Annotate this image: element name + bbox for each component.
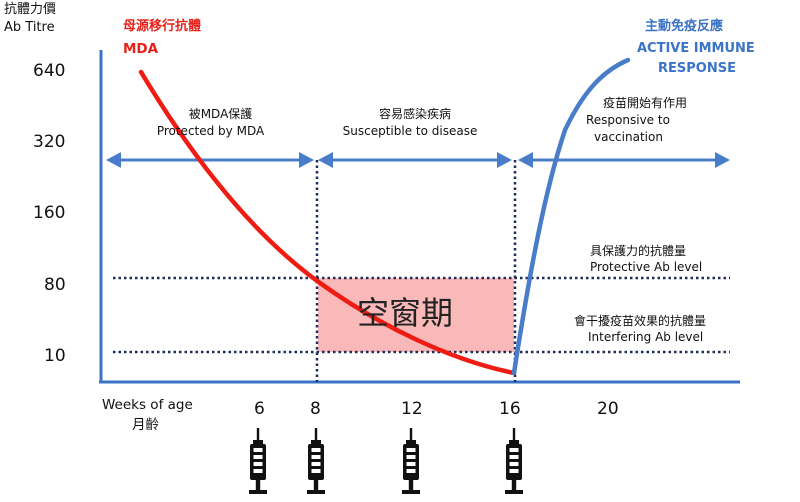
mda-curve xyxy=(138,69,517,376)
active-label-en-1: ACTIVE IMMUNE xyxy=(637,41,755,56)
y-tick-640: 640 xyxy=(33,61,66,81)
active-immune-curve xyxy=(511,57,631,376)
vaccination-label-en-2: vaccination xyxy=(594,130,663,144)
protective-level-en: Protective Ab level xyxy=(590,260,703,274)
y-tick-160: 160 xyxy=(33,203,66,223)
mda-label-cn: 母源移行抗體 xyxy=(123,19,202,34)
y-axis-title-cn: 抗體力價 xyxy=(4,2,57,17)
syringe-icon xyxy=(505,428,523,494)
active-label-cn: 主動免疫反應 xyxy=(645,19,724,34)
vaccination-phase-arrow xyxy=(518,152,730,168)
x-tick-6: 6 xyxy=(254,399,265,419)
x-tick-12: 12 xyxy=(401,399,423,419)
vaccination-label-cn: 疫苗開始有作用 xyxy=(603,96,688,110)
y-tick-320: 320 xyxy=(33,132,66,152)
syringe-icon xyxy=(307,428,325,494)
y-tick-10: 10 xyxy=(44,346,66,366)
susceptible-label-en: Susceptible to disease xyxy=(342,124,478,138)
protected-phase-arrow xyxy=(106,152,314,168)
vaccination-label-en-1: Responsive to xyxy=(586,113,670,127)
interfering-level-en: Interfering Ab level xyxy=(588,330,704,344)
x-tick-20: 20 xyxy=(597,399,619,419)
syringe-icon xyxy=(249,428,267,494)
syringes xyxy=(249,428,523,494)
interfering-level-cn: 會干擾疫苗效果的抗體量 xyxy=(574,314,707,328)
protected-label-en: Protected by MDA xyxy=(156,124,265,138)
x-axis-title-en: Weeks of age xyxy=(102,397,193,413)
y-tick-80: 80 xyxy=(44,275,66,295)
y-axis-title-en: Ab Titre xyxy=(4,20,55,35)
susceptible-phase-arrow xyxy=(318,152,512,168)
x-tick-16: 16 xyxy=(499,399,521,419)
active-label-en-2: RESPONSE xyxy=(658,61,736,76)
window-period-label: 空窗期 xyxy=(357,294,454,332)
susceptible-label-cn: 容易感染疾病 xyxy=(378,107,451,121)
protected-label-cn: 被MDA保護 xyxy=(188,107,253,121)
x-axis-title-cn: 月齡 xyxy=(132,417,159,433)
x-tick-8: 8 xyxy=(310,399,321,419)
protective-level-cn: 具保護力的抗體量 xyxy=(590,244,687,258)
syringe-icon xyxy=(402,428,420,494)
mda-label-en: MDA xyxy=(123,41,159,57)
